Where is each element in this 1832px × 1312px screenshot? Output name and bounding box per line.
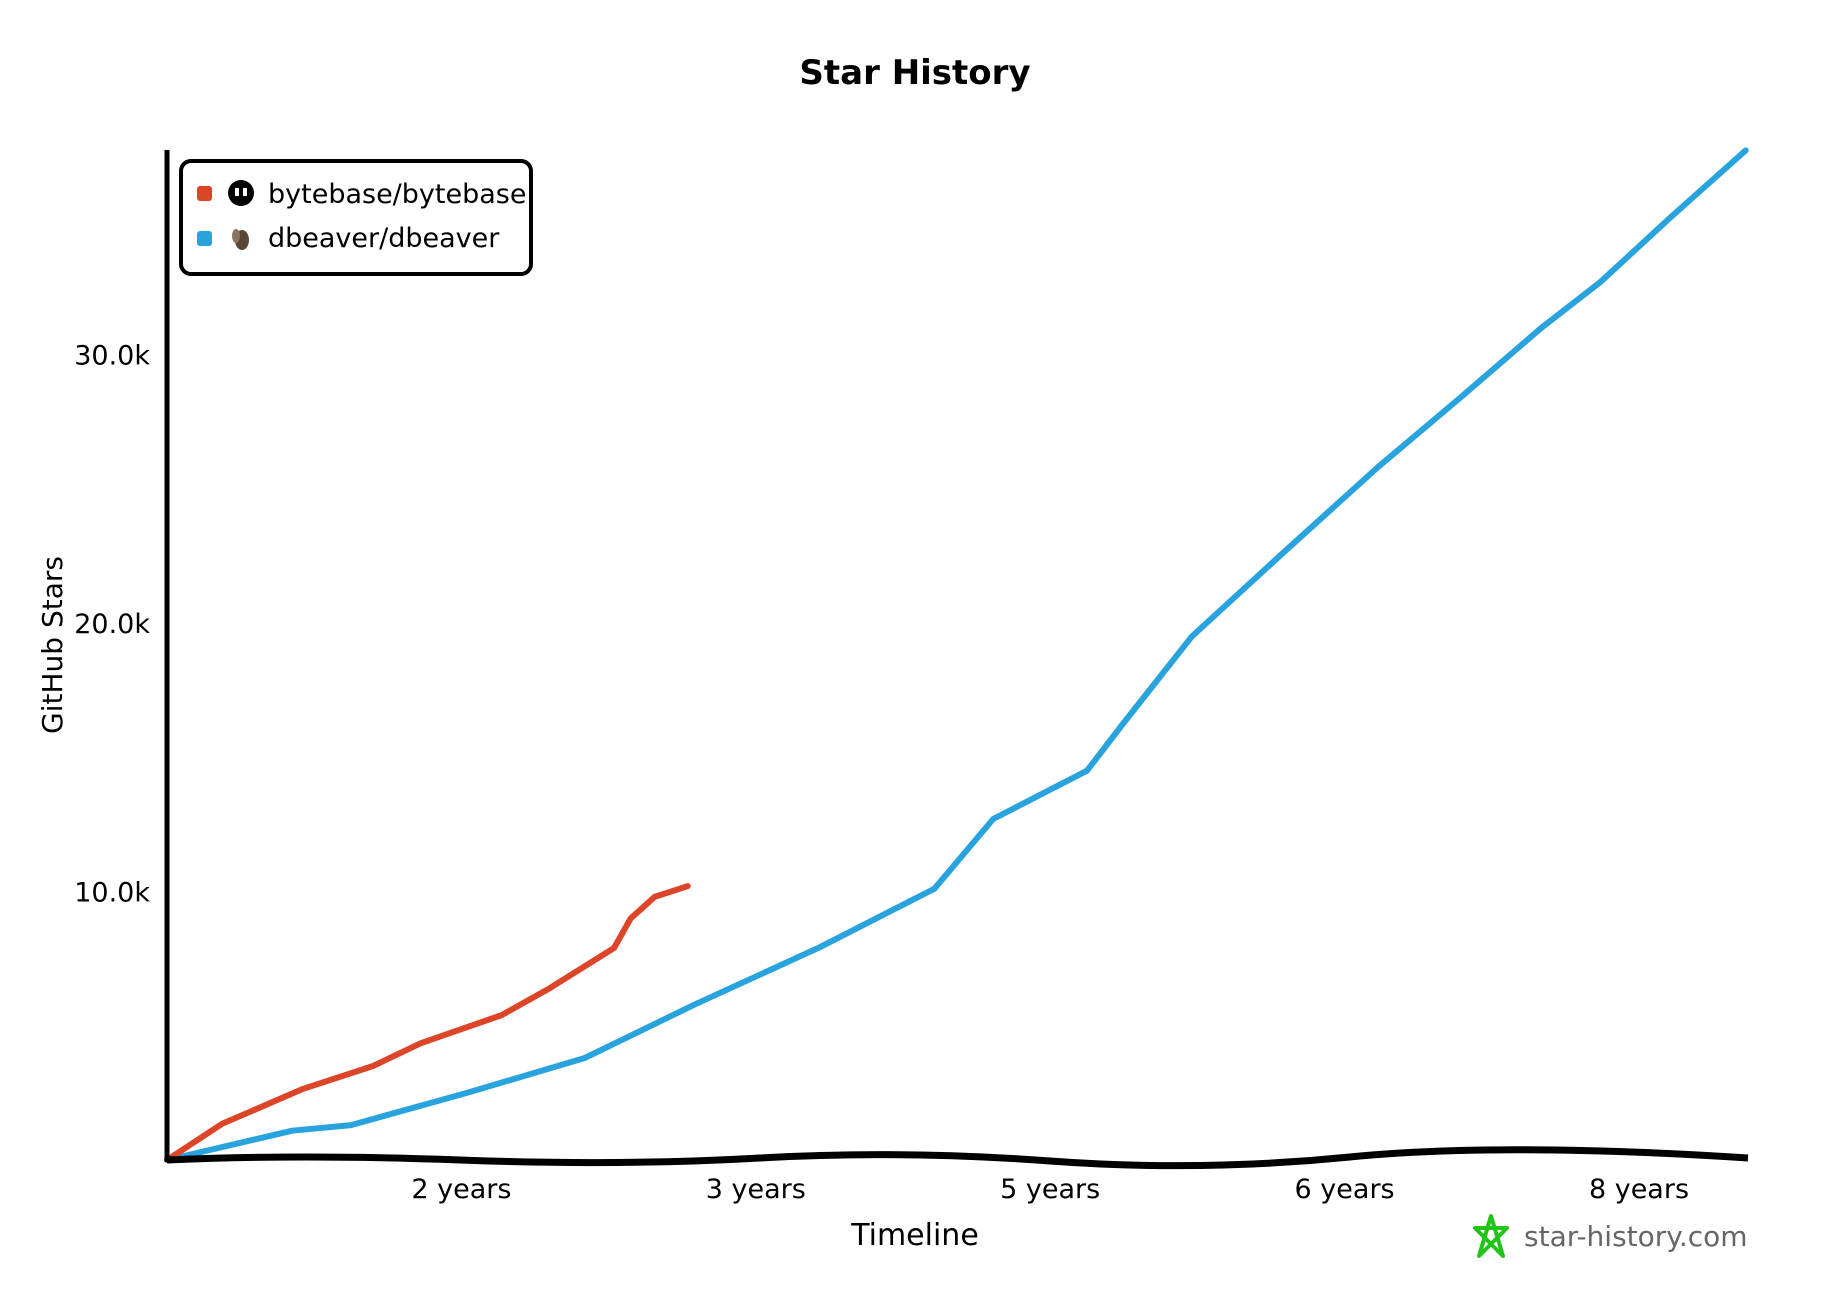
github-logo-icon	[228, 180, 254, 206]
legend-swatch-dbeaver	[197, 231, 212, 246]
series-line-dbeaver	[164, 147, 1749, 1163]
star-logo-icon	[1473, 1214, 1509, 1258]
y-tick-label: 30.0k	[74, 341, 150, 372]
x-axis	[166, 1146, 1749, 1170]
chart-title: Star History	[799, 53, 1030, 93]
y-tick-label: 20.0k	[74, 609, 150, 640]
legend-label-dbeaver: dbeaver/dbeaver	[268, 223, 500, 254]
legend: bytebase/bytebase dbeaver/dbeaver	[179, 159, 533, 276]
beaver-avatar-icon	[232, 229, 249, 250]
y-tick-label: 10.0k	[74, 878, 150, 909]
series-line-bytebase	[164, 883, 691, 1163]
x-tick-label: 3 years	[706, 1174, 806, 1205]
x-axis-label: Timeline	[850, 1218, 979, 1253]
watermark-text: star-history.com	[1524, 1220, 1748, 1253]
plot-area	[164, 147, 1749, 1163]
x-tick-label: 2 years	[411, 1174, 511, 1205]
legend-label-bytebase: bytebase/bytebase	[268, 179, 526, 210]
x-tick-label: 8 years	[1589, 1174, 1689, 1205]
legend-box	[179, 159, 533, 276]
watermark: star-history.com	[1473, 1214, 1748, 1258]
x-tick-label: 5 years	[1000, 1174, 1100, 1205]
y-axis-label: GitHub Stars	[36, 556, 69, 734]
legend-swatch-bytebase	[197, 186, 212, 201]
x-tick-label: 6 years	[1295, 1174, 1395, 1205]
